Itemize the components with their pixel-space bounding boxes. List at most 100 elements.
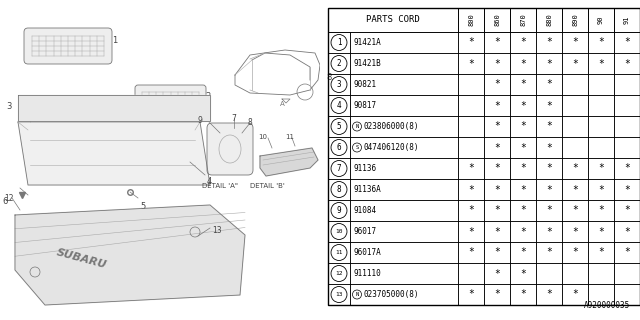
Text: S: S: [355, 145, 358, 150]
FancyBboxPatch shape: [207, 123, 253, 175]
Bar: [562, 137, 588, 158]
Text: *: *: [598, 227, 604, 236]
Bar: [588, 116, 614, 137]
Text: *: *: [598, 205, 604, 215]
Bar: [536, 137, 562, 158]
Text: *: *: [598, 164, 604, 173]
Bar: [484, 8, 510, 32]
Bar: [328, 95, 350, 116]
Bar: [614, 74, 640, 95]
Text: *: *: [520, 79, 526, 90]
Text: *: *: [494, 268, 500, 278]
Bar: [510, 263, 536, 284]
Bar: [458, 221, 484, 242]
Bar: [614, 263, 640, 284]
Bar: [458, 284, 484, 305]
Text: *: *: [520, 290, 526, 300]
Text: *: *: [624, 59, 630, 68]
Bar: [588, 200, 614, 221]
Text: *: *: [572, 247, 578, 258]
Text: 860: 860: [494, 14, 500, 26]
Bar: [458, 179, 484, 200]
Text: *: *: [494, 247, 500, 258]
Bar: [350, 95, 458, 116]
Text: 911110: 911110: [354, 269, 381, 278]
Bar: [588, 137, 614, 158]
Bar: [350, 221, 458, 242]
Bar: [350, 74, 458, 95]
Text: 90817: 90817: [354, 101, 377, 110]
Text: *: *: [494, 100, 500, 110]
Text: *: *: [468, 247, 474, 258]
Bar: [614, 95, 640, 116]
Bar: [562, 242, 588, 263]
Text: *: *: [572, 164, 578, 173]
Text: *: *: [520, 59, 526, 68]
Bar: [536, 242, 562, 263]
Bar: [484, 116, 510, 137]
Bar: [614, 158, 640, 179]
Text: 8: 8: [326, 73, 332, 82]
Text: *: *: [572, 205, 578, 215]
Text: *: *: [572, 185, 578, 195]
Bar: [588, 32, 614, 53]
Text: *: *: [598, 247, 604, 258]
Bar: [328, 53, 350, 74]
Bar: [510, 200, 536, 221]
Text: 5: 5: [140, 202, 145, 211]
Text: 13: 13: [335, 292, 343, 297]
Bar: [588, 53, 614, 74]
Text: 96017: 96017: [354, 227, 377, 236]
Text: A920000035: A920000035: [584, 301, 630, 310]
Polygon shape: [260, 148, 318, 176]
Text: *: *: [546, 227, 552, 236]
Text: *: *: [468, 227, 474, 236]
Text: 11: 11: [335, 250, 343, 255]
Bar: [350, 32, 458, 53]
Bar: [458, 200, 484, 221]
Bar: [562, 116, 588, 137]
Text: 91421A: 91421A: [354, 38, 381, 47]
Text: 10: 10: [258, 134, 267, 140]
Bar: [614, 284, 640, 305]
Bar: [614, 32, 640, 53]
Bar: [562, 32, 588, 53]
Text: 91: 91: [624, 16, 630, 24]
Bar: [350, 179, 458, 200]
Bar: [588, 263, 614, 284]
Text: *: *: [624, 205, 630, 215]
Text: *: *: [624, 185, 630, 195]
Text: *: *: [572, 59, 578, 68]
Bar: [458, 74, 484, 95]
Text: 12: 12: [4, 194, 13, 203]
Bar: [562, 284, 588, 305]
Bar: [484, 221, 510, 242]
Bar: [328, 221, 350, 242]
Bar: [510, 32, 536, 53]
Text: *: *: [520, 122, 526, 132]
Bar: [588, 158, 614, 179]
Text: 5: 5: [337, 122, 341, 131]
Bar: [328, 263, 350, 284]
Text: *: *: [468, 205, 474, 215]
Bar: [328, 242, 350, 263]
Bar: [458, 8, 484, 32]
Text: *: *: [494, 122, 500, 132]
Text: 3: 3: [6, 102, 12, 111]
Bar: [562, 53, 588, 74]
Polygon shape: [18, 95, 210, 121]
Bar: [510, 116, 536, 137]
Text: 9: 9: [337, 206, 341, 215]
Bar: [328, 32, 350, 53]
Bar: [510, 8, 536, 32]
Bar: [614, 137, 640, 158]
Text: 8: 8: [248, 118, 253, 127]
Text: *: *: [546, 290, 552, 300]
Bar: [458, 158, 484, 179]
Text: *: *: [546, 142, 552, 153]
Bar: [588, 242, 614, 263]
Bar: [328, 158, 350, 179]
Bar: [562, 8, 588, 32]
Bar: [484, 53, 510, 74]
Bar: [588, 95, 614, 116]
